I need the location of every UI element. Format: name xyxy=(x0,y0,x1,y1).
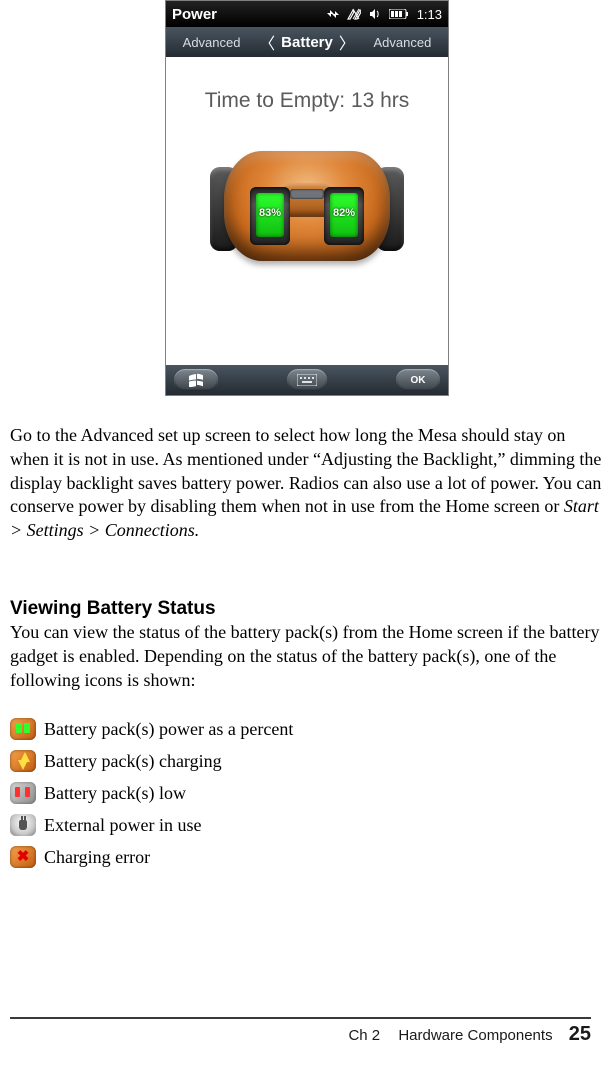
time-to-empty: Time to Empty: 13 hrs xyxy=(166,89,448,113)
battery-charging-icon xyxy=(10,750,36,772)
clock: 1:13 xyxy=(417,7,442,22)
chevron-right-icon[interactable]: 〉 xyxy=(337,30,357,54)
start-button[interactable] xyxy=(174,369,218,391)
sync-icon xyxy=(327,8,339,20)
icon-label: Battery pack(s) low xyxy=(44,783,186,804)
footer-page: 25 xyxy=(569,1023,591,1045)
p1-text: Go to the Advanced set up screen to sele… xyxy=(10,425,601,516)
footer-chapter: Ch 2 xyxy=(348,1027,380,1044)
device-illustration: 83% 82% xyxy=(212,143,402,273)
signal-icon xyxy=(347,8,361,20)
battery-right-pct: 82% xyxy=(330,207,358,219)
battery-low-icon xyxy=(10,782,36,804)
battery-left-pct: 83% xyxy=(256,207,284,219)
paragraph-advanced: Go to the Advanced set up screen to sele… xyxy=(10,424,606,543)
list-item: Battery pack(s) low xyxy=(10,782,606,804)
icon-label: Battery pack(s) power as a percent xyxy=(44,719,293,740)
page-footer: Ch 2 Hardware Components 25 xyxy=(10,1017,591,1046)
external-power-icon xyxy=(10,814,36,836)
list-item: Battery pack(s) power as a percent xyxy=(10,718,606,740)
keyboard-button[interactable] xyxy=(287,369,327,391)
battery-percent-icon xyxy=(10,718,36,740)
icon-label: Battery pack(s) charging xyxy=(44,751,222,772)
icon-label: External power in use xyxy=(44,815,201,836)
status-title: Power xyxy=(172,6,217,23)
nav-right[interactable]: Advanced xyxy=(357,35,448,50)
paragraph-status: You can view the status of the battery p… xyxy=(10,621,606,692)
list-item: Charging error xyxy=(10,846,606,868)
icon-label: Charging error xyxy=(44,847,150,868)
list-item: Battery pack(s) charging xyxy=(10,750,606,772)
status-bar: Power 1:13 xyxy=(166,1,448,27)
command-bar: OK xyxy=(166,365,448,395)
battery-icon xyxy=(389,9,409,19)
nav-bar: Advanced 〈 Battery 〉 Advanced xyxy=(166,27,448,57)
volume-icon xyxy=(369,8,381,20)
nav-left[interactable]: Advanced xyxy=(166,35,257,50)
heading-viewing-battery-status: Viewing Battery Status xyxy=(10,596,606,621)
list-item: External power in use xyxy=(10,814,606,836)
ok-button[interactable]: OK xyxy=(396,369,440,391)
chevron-left-icon[interactable]: 〈 xyxy=(257,30,277,54)
icon-list: Battery pack(s) power as a percent Batte… xyxy=(10,718,606,878)
footer-section: Hardware Components xyxy=(398,1027,552,1044)
charging-error-icon xyxy=(10,846,36,868)
device-screenshot: Power 1:13 Advanced 〈 Battery 〉 Advanced… xyxy=(165,0,449,396)
nav-center: Battery xyxy=(277,34,337,51)
